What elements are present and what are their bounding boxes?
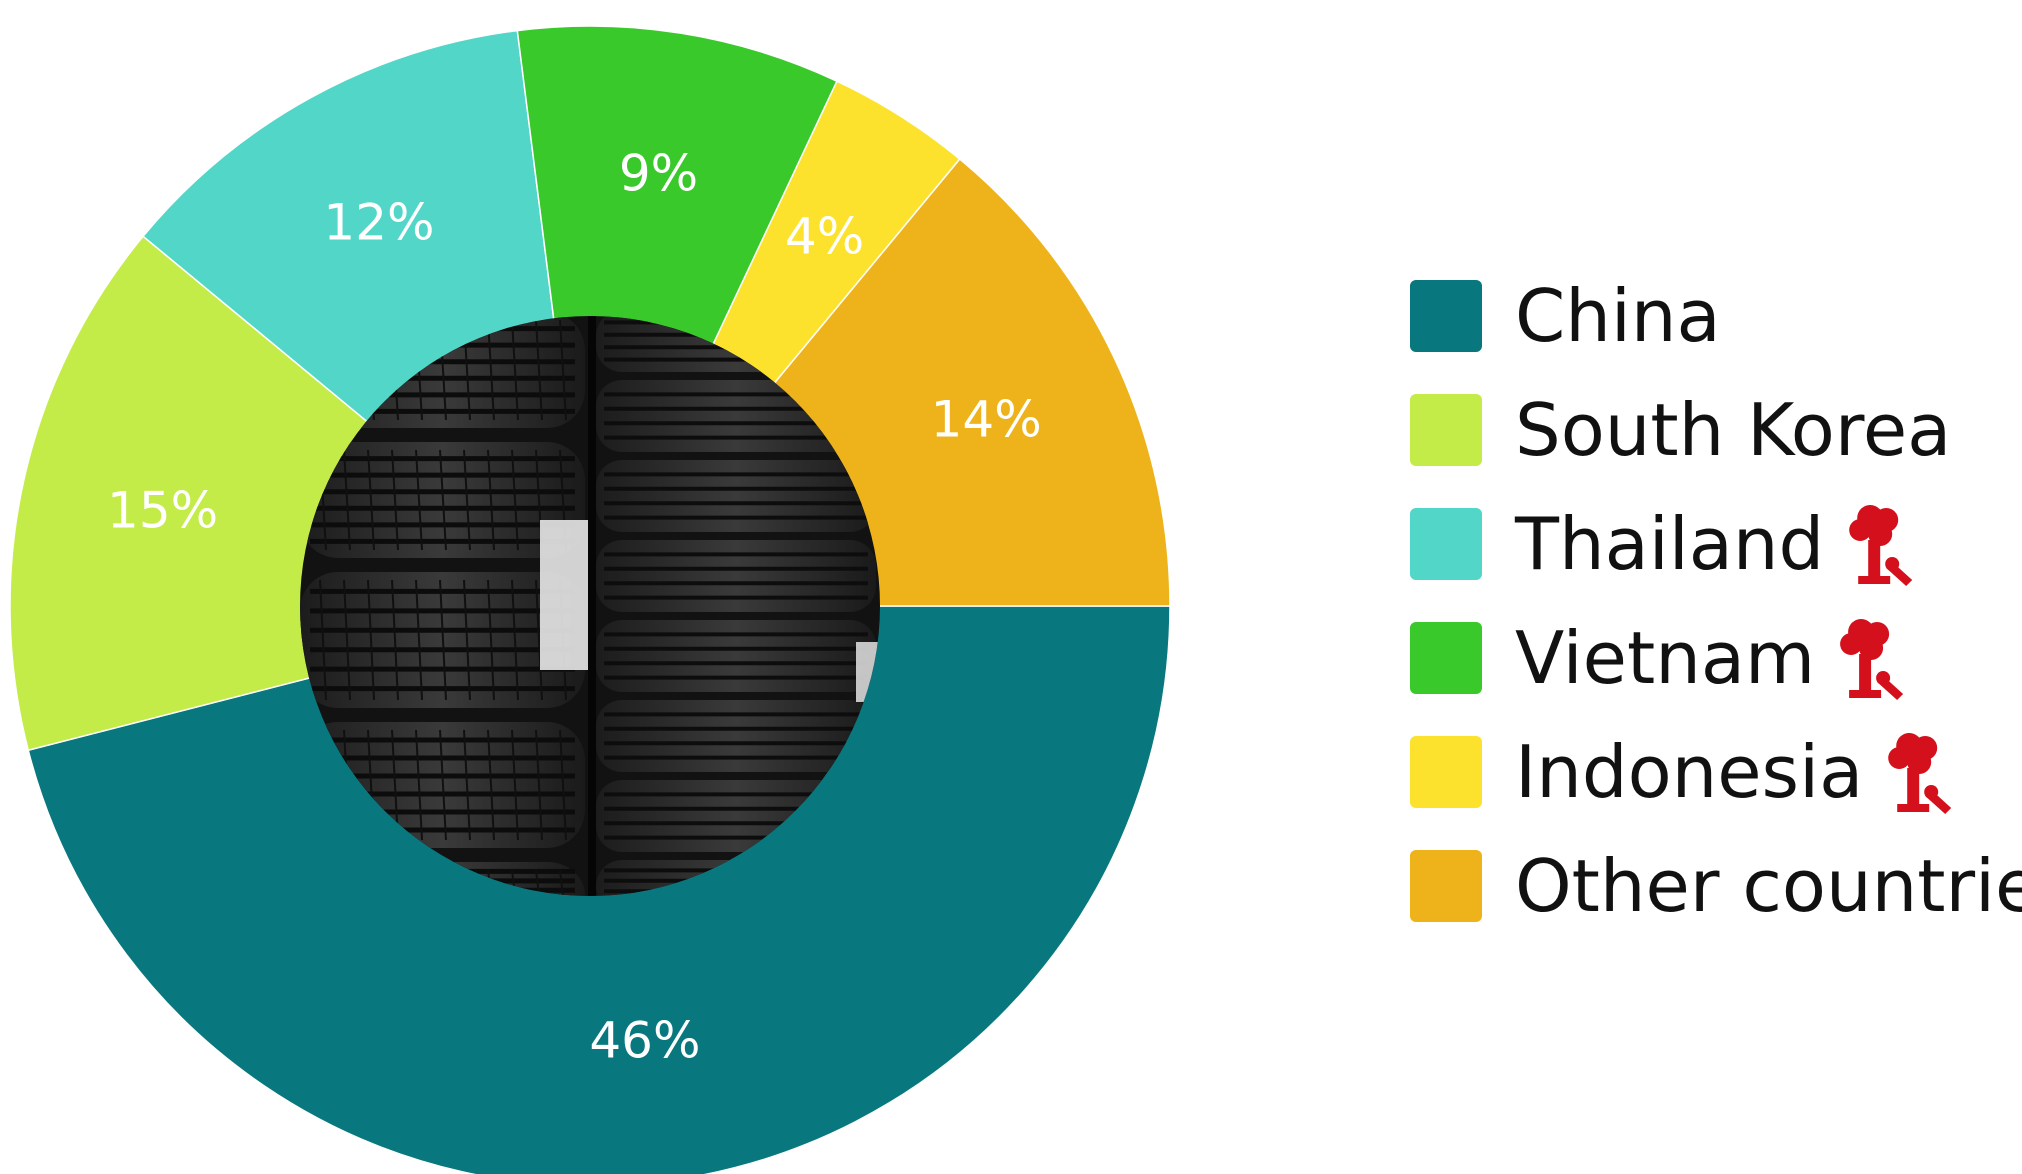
legend-swatch-indonesia xyxy=(1410,736,1482,808)
slice-label-china: 46% xyxy=(589,1011,700,1069)
legend-swatch-other-countries xyxy=(1410,850,1482,922)
flagged-icon xyxy=(1840,619,1904,700)
legend-swatch-south-korea xyxy=(1410,394,1482,466)
slice-label-south-korea: 15% xyxy=(107,482,218,540)
legend-swatch-china xyxy=(1410,280,1482,352)
legend-swatch-thailand xyxy=(1410,508,1482,580)
slice-label-other-countries: 14% xyxy=(931,391,1042,449)
legend-label-other-countries: Other countries xyxy=(1515,844,2022,928)
legend: China South Korea Thailand Vietnam Indonesia… xyxy=(1410,274,2022,928)
slice-label-indonesia: 4% xyxy=(785,207,864,265)
flagged-icon xyxy=(1888,733,1952,814)
slice-label-vietnam: 9% xyxy=(619,145,698,203)
legend-label-indonesia: Indonesia xyxy=(1515,730,1863,814)
slice-labels: 46% 15% 12% 9% 4% 14% xyxy=(107,145,1042,1070)
legend-label-thailand: Thailand xyxy=(1514,502,1824,586)
legend-swatch-vietnam xyxy=(1410,622,1482,694)
legend-label-china: China xyxy=(1515,274,1721,358)
slice-label-thailand: 12% xyxy=(323,193,434,251)
flagged-icon xyxy=(1849,505,1913,586)
legend-label-south-korea: South Korea xyxy=(1515,388,1951,472)
legend-label-vietnam: Vietnam xyxy=(1515,616,1815,700)
